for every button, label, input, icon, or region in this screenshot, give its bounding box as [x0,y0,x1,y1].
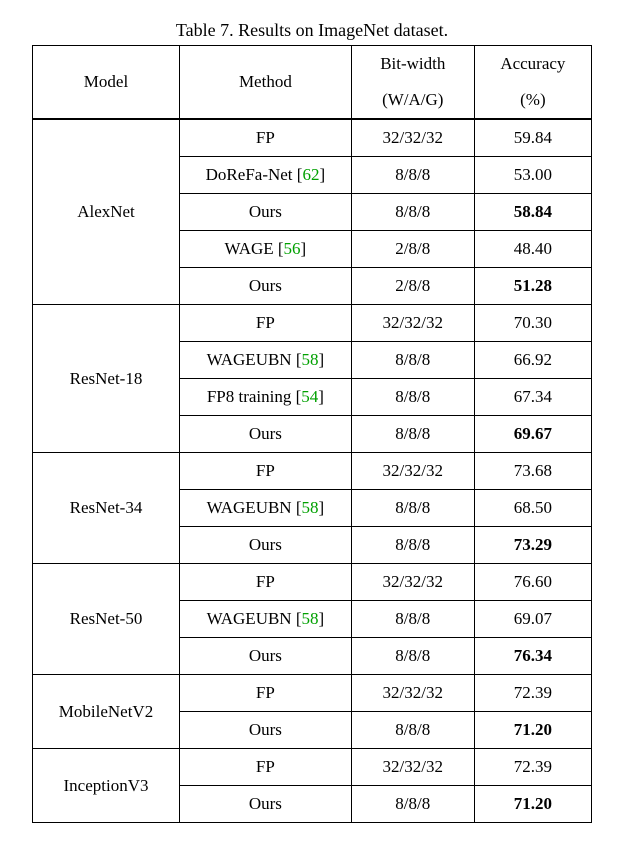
accuracy-cell: 59.84 [474,119,591,157]
method-text: FP8 training [ [207,387,301,406]
bitwidth-cell: 32/32/32 [351,675,474,712]
model-cell: ResNet-34 [33,453,180,564]
accuracy-cell: 72.39 [474,675,591,712]
method-cell: Ours [179,786,351,823]
model-cell: InceptionV3 [33,749,180,823]
table-row: ResNet-34 FP 32/32/32 73.68 [33,453,592,490]
method-text: ] [319,498,325,517]
table-row: InceptionV3 FP 32/32/32 72.39 [33,749,592,786]
table-row: ResNet-50 FP 32/32/32 76.60 [33,564,592,601]
citation-link[interactable]: 58 [302,498,319,517]
bitwidth-cell: 8/8/8 [351,638,474,675]
accuracy-cell: 68.50 [474,490,591,527]
citation-link[interactable]: 54 [301,387,318,406]
method-text: WAGEUBN [ [207,350,302,369]
method-cell: WAGEUBN [58] [179,342,351,379]
method-cell: Ours [179,638,351,675]
citation-link[interactable]: 58 [302,350,319,369]
method-text: ] [319,165,325,184]
bitwidth-cell: 32/32/32 [351,453,474,490]
bitwidth-cell: 32/32/32 [351,119,474,157]
accuracy-cell: 58.84 [474,194,591,231]
method-cell: FP [179,453,351,490]
accuracy-cell: 71.20 [474,712,591,749]
results-table: Model Method Bit-width Accuracy (W/A/G) … [32,45,592,823]
accuracy-cell: 53.00 [474,157,591,194]
method-cell: DoReFa-Net [62] [179,157,351,194]
method-cell: FP8 training [54] [179,379,351,416]
method-cell: Ours [179,416,351,453]
method-cell: FP [179,749,351,786]
method-cell: Ours [179,527,351,564]
method-text: WAGEUBN [ [207,609,302,628]
accuracy-cell: 48.40 [474,231,591,268]
accuracy-cell: 69.67 [474,416,591,453]
citation-link[interactable]: 58 [302,609,319,628]
method-cell: Ours [179,712,351,749]
th-accuracy-1: Accuracy [474,46,591,83]
accuracy-cell: 73.68 [474,453,591,490]
method-text: WAGEUBN [ [207,498,302,517]
bitwidth-cell: 32/32/32 [351,564,474,601]
model-cell: ResNet-50 [33,564,180,675]
model-cell: ResNet-18 [33,305,180,453]
model-cell: MobileNetV2 [33,675,180,749]
method-text: ] [319,609,325,628]
method-cell: Ours [179,268,351,305]
accuracy-cell: 67.34 [474,379,591,416]
bitwidth-cell: 8/8/8 [351,786,474,823]
bitwidth-cell: 8/8/8 [351,712,474,749]
accuracy-cell: 76.34 [474,638,591,675]
bitwidth-cell: 32/32/32 [351,305,474,342]
accuracy-cell: 51.28 [474,268,591,305]
method-cell: WAGEUBN [58] [179,490,351,527]
table-row: ResNet-18 FP 32/32/32 70.30 [33,305,592,342]
bitwidth-cell: 2/8/8 [351,268,474,305]
accuracy-cell: 76.60 [474,564,591,601]
accuracy-cell: 72.39 [474,749,591,786]
accuracy-cell: 70.30 [474,305,591,342]
bitwidth-cell: 8/8/8 [351,379,474,416]
bitwidth-cell: 8/8/8 [351,527,474,564]
th-method: Method [179,46,351,120]
table-row: MobileNetV2 FP 32/32/32 72.39 [33,675,592,712]
method-cell: FP [179,119,351,157]
method-cell: WAGEUBN [58] [179,601,351,638]
method-cell: FP [179,675,351,712]
bitwidth-cell: 8/8/8 [351,342,474,379]
accuracy-cell: 66.92 [474,342,591,379]
method-cell: FP [179,305,351,342]
method-text: ] [301,239,307,258]
th-bitwidth-1: Bit-width [351,46,474,83]
model-cell: AlexNet [33,119,180,305]
th-accuracy-2: (%) [474,82,591,119]
bitwidth-cell: 8/8/8 [351,490,474,527]
th-model: Model [33,46,180,120]
bitwidth-cell: 8/8/8 [351,157,474,194]
table-row: AlexNet FP 32/32/32 59.84 [33,119,592,157]
table-caption: Table 7. Results on ImageNet dataset. [20,20,604,41]
method-text: WAGE [ [225,239,284,258]
bitwidth-cell: 2/8/8 [351,231,474,268]
method-cell: Ours [179,194,351,231]
accuracy-cell: 69.07 [474,601,591,638]
th-bitwidth-2: (W/A/G) [351,82,474,119]
bitwidth-cell: 8/8/8 [351,601,474,638]
citation-link[interactable]: 56 [284,239,301,258]
method-text: ] [318,387,324,406]
bitwidth-cell: 32/32/32 [351,749,474,786]
bitwidth-cell: 8/8/8 [351,416,474,453]
accuracy-cell: 73.29 [474,527,591,564]
method-text: ] [319,350,325,369]
method-cell: WAGE [56] [179,231,351,268]
bitwidth-cell: 8/8/8 [351,194,474,231]
method-text: DoReFa-Net [ [206,165,303,184]
method-cell: FP [179,564,351,601]
accuracy-cell: 71.20 [474,786,591,823]
citation-link[interactable]: 62 [302,165,319,184]
